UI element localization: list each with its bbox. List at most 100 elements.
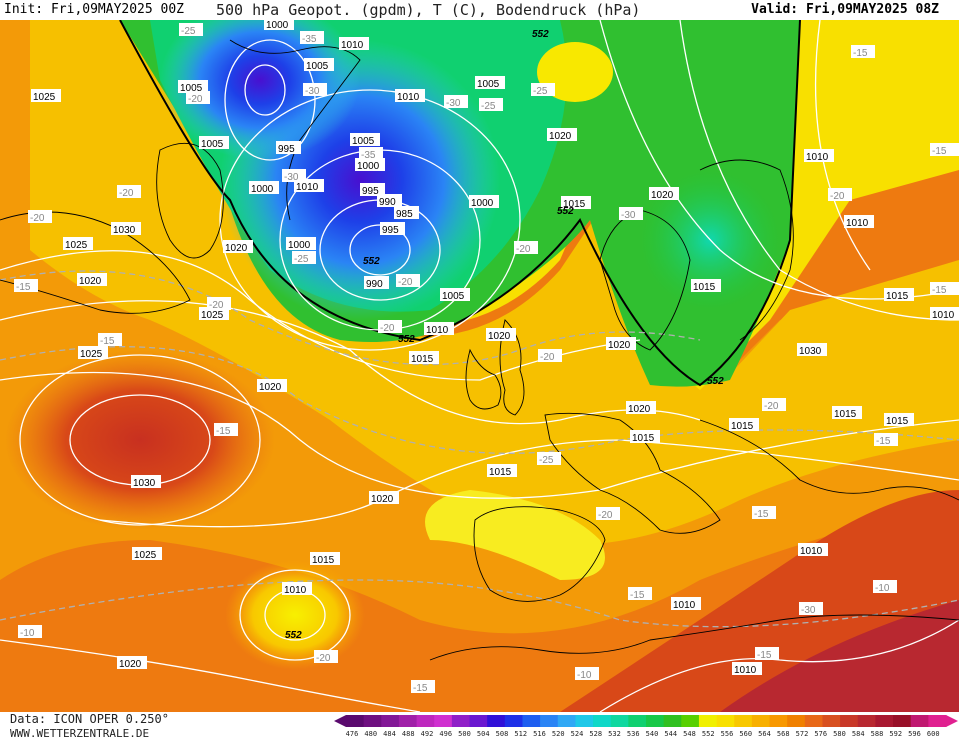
colorbar-tick: 552	[701, 730, 715, 738]
colorbar-tick: 476	[345, 730, 359, 738]
colorbar-tick: 568	[776, 730, 790, 738]
svg-text:-15: -15	[630, 590, 645, 601]
pressure-label: 1020	[626, 401, 656, 415]
svg-text:-30: -30	[284, 172, 299, 183]
pressure-label: 1025	[132, 547, 162, 561]
height-label: 552	[532, 29, 549, 40]
colorbar-swatch	[769, 715, 788, 727]
colorbar-swatch	[928, 715, 947, 727]
colorbar-swatch	[610, 715, 629, 727]
colorbar-tick: 572	[795, 730, 809, 738]
colorbar-swatch	[346, 715, 365, 727]
temperature-label: -15	[214, 423, 238, 437]
colorbar-swatch	[646, 715, 665, 727]
svg-text:1010: 1010	[846, 218, 869, 229]
pressure-label: 1000	[249, 181, 279, 195]
temperature-label: -15	[930, 282, 959, 296]
pressure-label: 1005	[475, 76, 505, 90]
svg-text:-20: -20	[764, 401, 779, 412]
map-header: Init: Fri,09MAY2025 00Z 500 hPa Geopot. …	[0, 0, 959, 20]
temperature-label: -30	[619, 207, 643, 221]
svg-text:-25: -25	[294, 254, 309, 265]
pressure-label: 1015	[729, 418, 759, 432]
temperature-label: -15	[755, 647, 779, 661]
height-label: 552	[363, 256, 380, 267]
temperature-label: -35	[359, 147, 383, 161]
svg-text:1000: 1000	[357, 161, 380, 172]
colorbar-swatch	[804, 715, 823, 727]
pressure-label: 1000	[264, 17, 294, 31]
colorbar-swatch	[857, 715, 876, 727]
colorbar-swatch	[398, 715, 418, 727]
temperature-label: -25	[537, 452, 561, 466]
colorbar-swatch	[434, 715, 453, 727]
colorbar-swatch	[487, 715, 506, 727]
colorbar-tick: 564	[758, 730, 771, 738]
pressure-label: 1015	[691, 279, 721, 293]
height-label: 552	[398, 334, 415, 345]
pressure-label: 1010	[282, 582, 312, 596]
colorbar-tick: 544	[664, 730, 678, 738]
pressure-label: 1015	[630, 430, 660, 444]
colorbar-tick: 528	[589, 730, 603, 738]
colorbar-swatch	[593, 715, 612, 727]
pressure-label: 1010	[395, 89, 425, 103]
colorbar-tick: 524	[570, 730, 584, 738]
colorbar-swatch	[469, 715, 488, 727]
height-label: 552	[285, 630, 302, 641]
colorbar-tick: 500	[458, 730, 471, 738]
svg-text:-15: -15	[757, 650, 772, 661]
svg-text:1020: 1020	[259, 382, 282, 393]
colorbar-tick: 488	[401, 730, 415, 738]
isotherms	[0, 270, 959, 628]
svg-text:995: 995	[382, 225, 399, 236]
temperature-label: -15	[930, 143, 959, 157]
temperature-label: -25	[292, 251, 316, 265]
colorbar-swatch	[910, 715, 929, 727]
svg-text:1020: 1020	[488, 331, 511, 342]
temperature-label: -10	[18, 625, 42, 639]
svg-text:-35: -35	[361, 150, 376, 161]
svg-text:1005: 1005	[352, 136, 375, 147]
pressure-label: 1000	[469, 195, 499, 209]
svg-text:-15: -15	[932, 146, 947, 157]
svg-text:1025: 1025	[80, 349, 103, 360]
pressure-label: 1020	[547, 128, 577, 142]
pressure-label: 995	[380, 222, 405, 236]
pressure-label: 1020	[486, 328, 516, 342]
colorbar-swatch	[681, 715, 700, 727]
map-title: 500 hPa Geopot. (gpdm), T (C), Bodendruc…	[216, 1, 641, 19]
svg-text:-15: -15	[216, 426, 231, 437]
colorbar-swatch	[698, 715, 718, 727]
colorbar-swatch	[575, 715, 594, 727]
svg-text:-20: -20	[209, 300, 224, 311]
svg-text:1015: 1015	[312, 555, 335, 566]
colorbar-swatch	[416, 715, 435, 727]
colorbar-swatch	[734, 715, 753, 727]
pressure-label: 1010	[844, 215, 874, 229]
pressure-label: 1005	[304, 58, 334, 72]
svg-text:1015: 1015	[886, 291, 909, 302]
svg-text:1030: 1030	[799, 346, 822, 357]
svg-text:-25: -25	[481, 101, 496, 112]
colorbar-swatch	[540, 715, 559, 727]
colorbar-swatch	[522, 715, 541, 727]
svg-text:-15: -15	[413, 683, 428, 694]
se-high-core	[720, 600, 959, 712]
svg-text:1015: 1015	[693, 282, 716, 293]
temperature-label: -20	[514, 241, 538, 255]
iberia-yellow	[425, 490, 605, 580]
colorbar-tick: 496	[439, 730, 453, 738]
colorbar	[334, 715, 958, 727]
svg-text:1005: 1005	[201, 139, 224, 150]
temperature-label: -20	[828, 188, 852, 202]
svg-text:-20: -20	[380, 323, 395, 334]
temperature-labels: -25 -35 -30 -30 -35 -25 -30 -25 -15 -20 …	[14, 23, 959, 694]
svg-text:1025: 1025	[134, 550, 157, 561]
colorbar-tick: 480	[364, 730, 378, 738]
colorbar-swatch	[504, 715, 523, 727]
pressure-label: 1000	[286, 237, 316, 251]
temperature-label: -15	[874, 433, 898, 447]
svg-text:1000: 1000	[266, 20, 289, 31]
pressure-label: 1020	[649, 187, 679, 201]
